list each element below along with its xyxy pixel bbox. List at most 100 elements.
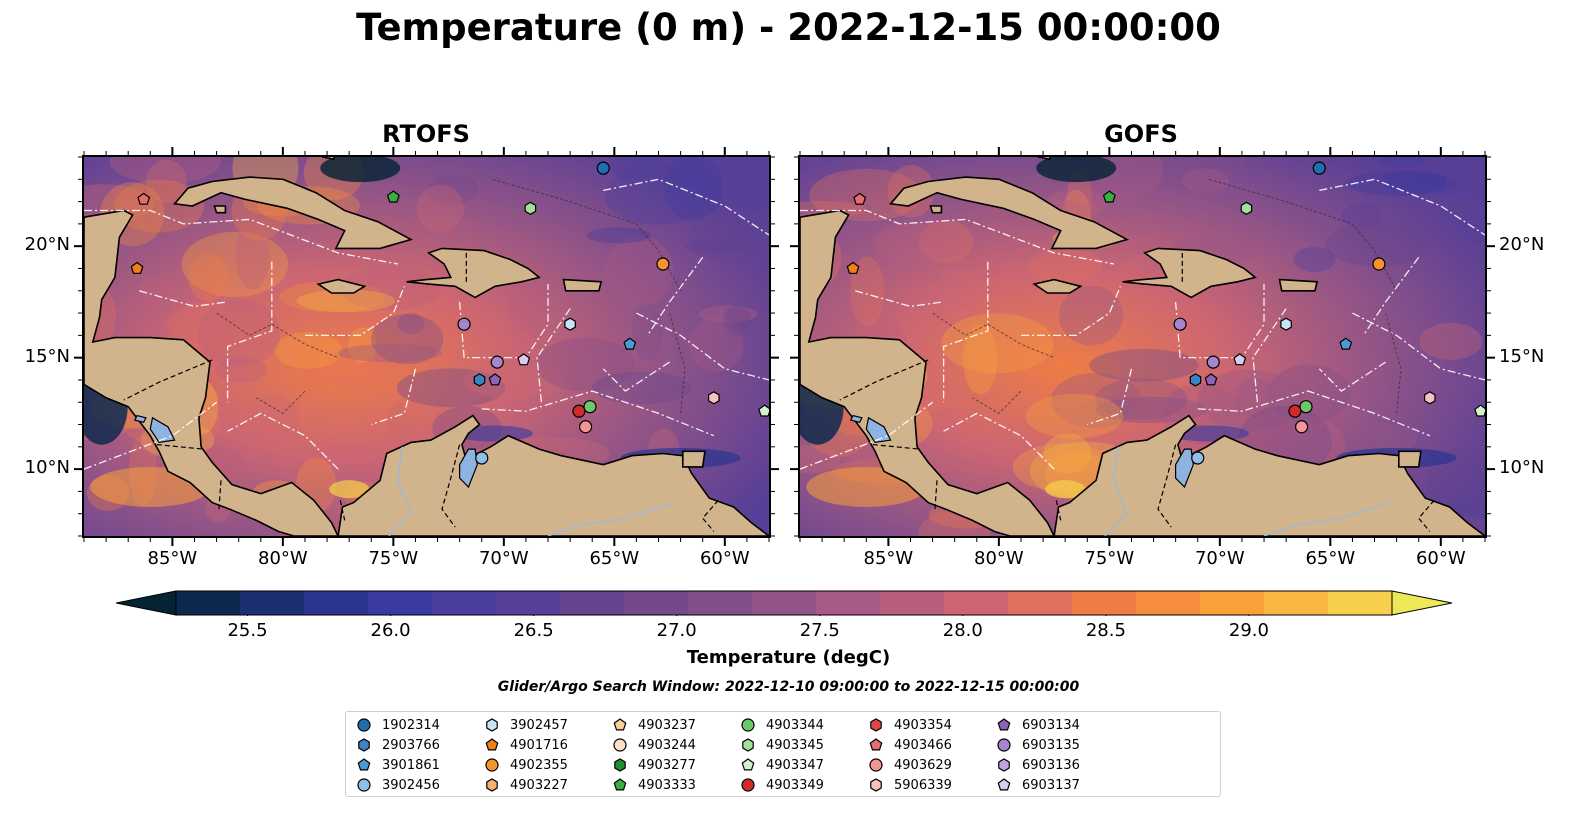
- panel-title-gofs: GOFS: [1104, 120, 1178, 148]
- platform-marker-3902457: [1280, 317, 1292, 331]
- legend-label: 2903766: [382, 737, 440, 753]
- circle-marker-icon: [357, 718, 371, 732]
- figure-title: Temperature (0 m) - 2022-12-15 00:00:00: [356, 6, 1221, 49]
- legend-label: 4903344: [766, 717, 824, 733]
- legend-item-4903629: 4903629: [868, 755, 952, 775]
- platform-marker-4903345: [524, 201, 537, 215]
- legend-label: 4903354: [894, 717, 952, 733]
- legend-label: 3902456: [382, 777, 440, 793]
- legend-item-4902355: 4902355: [484, 755, 568, 775]
- legend-item-4903277: 4903277: [612, 755, 696, 775]
- lon-tick-label: 70°W: [478, 548, 529, 569]
- platform-marker-4903466: [853, 192, 867, 205]
- legend-item-4903237: 4903237: [612, 715, 696, 735]
- legend-label: 4903244: [638, 737, 696, 753]
- platform-marker-3902456: [475, 451, 489, 465]
- colorbar-tick-label: 25.5: [227, 620, 268, 641]
- platform-marker-2903766: [473, 373, 486, 387]
- platform-marker-3901861: [623, 337, 637, 350]
- platform-marker-4903347: [1474, 404, 1485, 417]
- platform-marker-4902355: [656, 257, 670, 271]
- platform-marker-5906339: [707, 391, 720, 405]
- circle-marker-icon: [997, 738, 1011, 752]
- colorbar-ticks: 25.5 26.0 26.5 27.0 27.5 28.0 28.5 29.0: [0, 620, 1577, 644]
- platform-marker-4903345: [1240, 201, 1253, 215]
- legend-item-6903134: 6903134: [996, 715, 1080, 735]
- colorbar-tick-label: 27.5: [799, 620, 840, 641]
- map-panel-rtofs: [82, 155, 771, 538]
- platform-marker-4903344: [1299, 400, 1313, 414]
- legend-label: 4903347: [766, 757, 824, 773]
- lat-tick-label: 20°N: [24, 234, 70, 256]
- hexagon-marker-icon: [870, 718, 882, 732]
- legend-label: 3902457: [510, 717, 568, 733]
- legend-item-2903766: 2903766: [356, 735, 440, 755]
- legend-item-4903347: 4903347: [740, 755, 824, 775]
- legend-label: 4903345: [766, 737, 824, 753]
- legend-label: 5906339: [894, 777, 952, 793]
- platform-marker-3901861: [1339, 337, 1353, 350]
- legend-item-3902457: 3902457: [484, 715, 568, 735]
- legend-label: 4903629: [894, 757, 952, 773]
- hexagon-marker-icon: [486, 718, 498, 732]
- legend-label: 4903237: [638, 717, 696, 733]
- legend-item-6903136: 6903136: [996, 755, 1080, 775]
- colorbar-tick-label: 26.0: [370, 620, 411, 641]
- legend-item-4903227: 4903227: [484, 775, 568, 795]
- legend-item-6903135: 6903135: [996, 735, 1080, 755]
- legend-item-4903333: 4903333: [612, 775, 696, 795]
- legend-item-1902314: 1902314: [356, 715, 440, 735]
- search-window-text: Glider/Argo Search Window: 2022-12-10 09…: [497, 679, 1080, 695]
- platform-marker-4902355: [1372, 257, 1386, 271]
- legend-item-4901716: 4901716: [484, 735, 568, 755]
- platform-marker-4903333: [1102, 190, 1116, 203]
- colorbar-tick-label: 28.5: [1085, 620, 1126, 641]
- platform-marker-3902456: [1191, 451, 1205, 465]
- pentagon-marker-icon: [485, 738, 499, 751]
- colorbar-tick-label: 27.0: [656, 620, 697, 641]
- legend-item-5906339: 5906339: [868, 775, 952, 795]
- legend-label: 3901861: [382, 757, 440, 773]
- legend-item-3901861: 3901861: [356, 755, 440, 775]
- legend-label: 1902314: [382, 717, 440, 733]
- platform-marker-5906339: [1423, 391, 1436, 405]
- platform-marker-4903466: [137, 192, 151, 205]
- platform-legend: 1902314 2903766 3901861 3902456 3902457 49017…: [345, 711, 1221, 797]
- platform-marker-3902457: [564, 317, 576, 331]
- map-canvas-rtofs: [84, 157, 769, 536]
- lon-tick-label: 60°W: [699, 548, 750, 569]
- legend-item-4903345: 4903345: [740, 735, 824, 755]
- lat-tick-label: 15°N: [24, 345, 70, 367]
- circle-marker-icon: [613, 738, 627, 752]
- lon-tick-label: 80°W: [258, 548, 308, 569]
- colorbar-tick-label: 26.5: [513, 620, 554, 641]
- circle-marker-icon: [741, 778, 755, 792]
- legend-label: 4903466: [894, 737, 952, 753]
- hexagon-marker-icon: [742, 738, 754, 752]
- legend-item-6903137: 6903137: [996, 775, 1080, 795]
- map-canvas-gofs: [800, 157, 1485, 536]
- pentagon-marker-icon: [613, 718, 627, 731]
- platform-marker-4903349: [572, 404, 586, 418]
- lat-tick-label: 10°N: [1499, 457, 1545, 479]
- colorbar: [116, 590, 1452, 616]
- platform-marker-4903629: [578, 420, 593, 434]
- pentagon-marker-icon: [741, 758, 755, 771]
- lon-tick-label: 75°W: [368, 548, 419, 569]
- lat-tick-label: 20°N: [1499, 234, 1545, 256]
- pentagon-marker-icon: [613, 778, 627, 791]
- lon-tick-label: 70°W: [1194, 548, 1245, 569]
- legend-item-4903354: 4903354: [868, 715, 952, 735]
- lon-tick-label: 85°W: [863, 548, 914, 569]
- platform-marker-6903135: [457, 317, 471, 331]
- hexagon-marker-icon: [486, 778, 498, 792]
- platform-marker-4903629: [1294, 420, 1309, 434]
- panel-title-rtofs: RTOFS: [382, 120, 470, 148]
- pentagon-marker-icon: [997, 718, 1011, 731]
- platform-marker-1902314: [596, 161, 610, 175]
- platform-marker-6903137: [517, 353, 531, 366]
- hexagon-marker-icon: [614, 758, 626, 772]
- hexagon-marker-icon: [870, 778, 882, 792]
- platform-marker-4901716: [130, 261, 144, 274]
- platform-marker-6903137: [1233, 353, 1247, 366]
